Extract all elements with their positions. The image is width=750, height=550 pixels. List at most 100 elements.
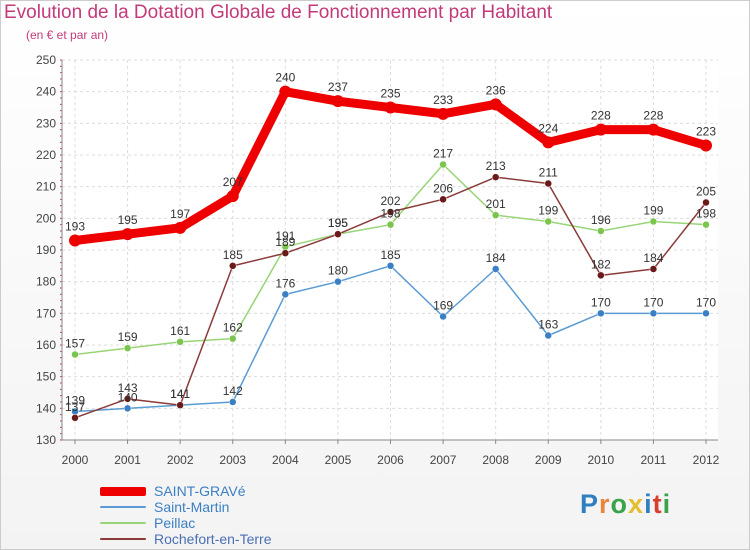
y-tick-label: 210: [36, 180, 56, 194]
data-point-saint-martin: [229, 398, 237, 406]
legend-label: Saint-Martin: [154, 499, 230, 515]
data-point-peillac: [544, 217, 552, 226]
data-label-saint-martin: 170: [696, 295, 716, 309]
data-label-saint-martin: 180: [328, 264, 348, 278]
data-point-saint-grav: [700, 139, 712, 152]
data-point-saint-martin: [281, 290, 290, 299]
data-label-rochefort-en-terre: 182: [591, 257, 611, 271]
data-label-rochefort-en-terre: 205: [696, 185, 716, 199]
x-tick-label: 2003: [219, 453, 246, 467]
data-point-peillac: [176, 338, 184, 346]
data-point-rochefort-en-terre: [334, 230, 342, 238]
data-label-saint-grav: 237: [328, 80, 348, 94]
data-point-saint-grav: [489, 98, 502, 111]
brand-letter: o: [610, 489, 629, 519]
x-tick-label: 2012: [693, 453, 720, 467]
data-point-peillac: [386, 220, 395, 229]
data-label-saint-grav: 228: [643, 109, 663, 123]
x-tick-label: 2011: [641, 453, 667, 467]
legend-item-saint-martin: Saint-Martin: [100, 499, 272, 515]
data-point-saint-martin: [439, 312, 447, 321]
y-tick-label: 230: [36, 116, 56, 130]
data-point-saint-grav: [331, 95, 344, 108]
legend-item-peillac: Peillac: [100, 515, 272, 531]
data-label-rochefort-en-terre: 202: [380, 194, 400, 208]
data-point-peillac: [649, 217, 658, 226]
legend-label: Rochefort-en-Terre: [154, 531, 272, 547]
data-point-peillac: [71, 350, 79, 359]
data-label-saint-martin: 141: [170, 387, 190, 401]
brand-logo: Proxiti: [580, 489, 671, 520]
brand-letter: P: [580, 489, 600, 519]
x-tick-label: 2008: [482, 453, 509, 467]
data-label-saint-grav: 223: [696, 125, 716, 139]
y-tick-label: 180: [36, 275, 56, 289]
data-point-rochefort-en-terre: [281, 249, 290, 257]
data-point-saint-grav: [647, 123, 660, 136]
legend-label: Peillac: [154, 515, 196, 531]
data-label-peillac: 198: [380, 207, 400, 221]
data-label-peillac: 196: [591, 213, 611, 227]
data-point-peillac: [491, 211, 500, 219]
legend: SAINT-GRAVé Saint-Martin Peillac Rochefort-…: [100, 483, 272, 547]
x-tick-label: 2002: [167, 453, 194, 467]
data-label-saint-grav: 240: [275, 71, 295, 85]
data-label-peillac: 159: [118, 330, 138, 344]
chart-subtitle: (en € et par an): [26, 28, 109, 42]
data-label-peillac: 161: [170, 324, 190, 338]
legend-swatch: [100, 486, 146, 496]
data-point-saint-martin: [123, 404, 132, 413]
data-point-saint-grav: [594, 123, 607, 136]
data-point-rochefort-en-terre: [229, 262, 237, 270]
y-tick-label: 190: [36, 243, 56, 257]
data-label-rochefort-en-terre: 141: [170, 387, 190, 401]
x-tick-label: 2005: [325, 453, 352, 467]
data-label-rochefort-en-terre: 206: [433, 181, 453, 195]
data-label-peillac: 217: [433, 147, 453, 161]
y-tick-label: 170: [36, 306, 56, 320]
data-label-saint-grav: 197: [170, 207, 190, 221]
data-label-saint-grav: 195: [118, 213, 138, 227]
data-point-saint-grav: [437, 107, 450, 120]
data-label-saint-grav: 224: [538, 121, 558, 135]
data-point-peillac: [439, 160, 447, 169]
data-label-peillac: 199: [643, 204, 663, 218]
legend-label: SAINT-GRAVé: [154, 483, 246, 499]
data-point-rochefort-en-terre: [597, 271, 605, 280]
data-label-saint-martin: 170: [591, 295, 611, 309]
data-label-rochefort-en-terre: 195: [328, 216, 348, 230]
y-tick-label: 200: [36, 211, 56, 225]
x-tick-label: 2007: [430, 453, 457, 467]
data-point-saint-martin: [544, 331, 552, 340]
data-label-saint-martin: 140: [118, 390, 138, 404]
data-label-saint-martin: 170: [643, 295, 663, 309]
chart-title: Evolution de la Dotation Globale de Fonc…: [4, 2, 553, 23]
data-point-saint-martin: [649, 309, 658, 318]
data-label-saint-grav: 235: [380, 87, 400, 101]
data-label-saint-martin: 184: [486, 251, 506, 265]
data-label-peillac: 162: [223, 321, 243, 335]
data-label-saint-grav: 233: [433, 93, 453, 107]
y-tick-label: 240: [36, 85, 56, 99]
data-label-peillac: 195: [328, 216, 348, 230]
data-label-rochefort-en-terre: 143: [118, 381, 138, 395]
data-label-rochefort-en-terre: 184: [643, 251, 663, 265]
data-point-saint-martin: [597, 309, 605, 318]
data-point-saint-grav: [174, 221, 187, 234]
data-label-rochefort-en-terre: 213: [486, 159, 506, 173]
data-point-peillac: [702, 220, 710, 229]
data-label-peillac: 191: [275, 229, 295, 243]
data-point-saint-martin: [702, 309, 710, 318]
data-point-saint-grav: [226, 190, 239, 203]
data-point-saint-martin: [386, 262, 395, 270]
brand-letter: r: [599, 489, 611, 519]
brand-letter: t: [652, 489, 663, 519]
data-label-peillac: 201: [486, 197, 506, 211]
y-tick-label: 140: [36, 401, 56, 415]
data-point-rochefort-en-terre: [491, 173, 500, 181]
data-point-peillac: [123, 344, 132, 352]
data-label-saint-martin: 185: [380, 248, 400, 262]
data-label-rochefort-en-terre: 211: [539, 166, 558, 180]
data-label-rochefort-en-terre: 189: [275, 235, 295, 249]
